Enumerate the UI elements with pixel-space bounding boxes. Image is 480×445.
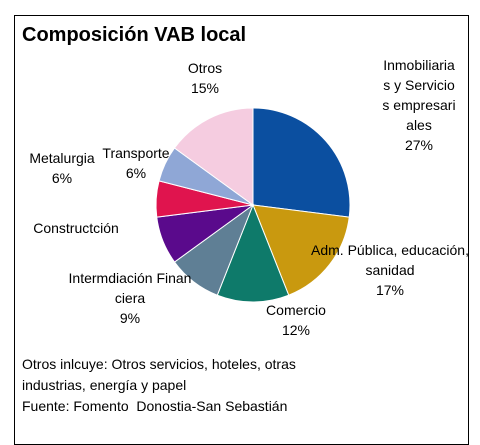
slice-label: Metalurgia 6% [26,148,98,188]
chart-title: Composición VAB local [22,24,247,46]
category-label: Adm. Pública, educación, sanidad [311,242,469,278]
pie-slice [216,203,290,303]
category-label: Intermdiación Financiera [68,270,192,306]
value-label: 9% [119,310,141,326]
pie-slice [173,107,254,206]
category-label: Inmobiliarias y Servicios empresariales [382,57,456,133]
value-label: 27% [404,137,434,153]
value-label: 6% [51,170,73,186]
chart [155,107,351,303]
category-label: Comercio [266,302,326,318]
value-label: 12% [281,322,311,338]
value-label: 6% [125,165,147,181]
category-label: Metalurgia [29,150,95,166]
pie-slice [252,204,350,296]
category-label: Constructción [33,220,119,236]
slice-label: Transporte 6% [100,143,172,183]
slice-label: Constructción [28,218,124,238]
value-label: 15% [190,80,220,96]
category-label: Otros [187,60,223,76]
source: Fuente: Fomento Donostia-San Sebastián [22,398,288,414]
category-label: Transporte [102,145,170,161]
value-label: 17% [375,282,405,298]
slice-label: Otros 15% [168,58,242,98]
page: {"chart_data": {"type": "pie", "title": … [14,15,470,445]
footnote: Otros inlcuye: Otros servicios, hoteles,… [22,356,296,393]
slice-label: Comercio 12% [260,300,332,340]
slice-label: Inmobiliarias y Servicios empresariales 2… [380,55,458,155]
slice-label: Adm. Pública, educación, sanidad 17% [310,240,470,300]
slice-label: Intermdiación Financiera 9% [68,268,192,328]
pie-slice [252,107,351,218]
